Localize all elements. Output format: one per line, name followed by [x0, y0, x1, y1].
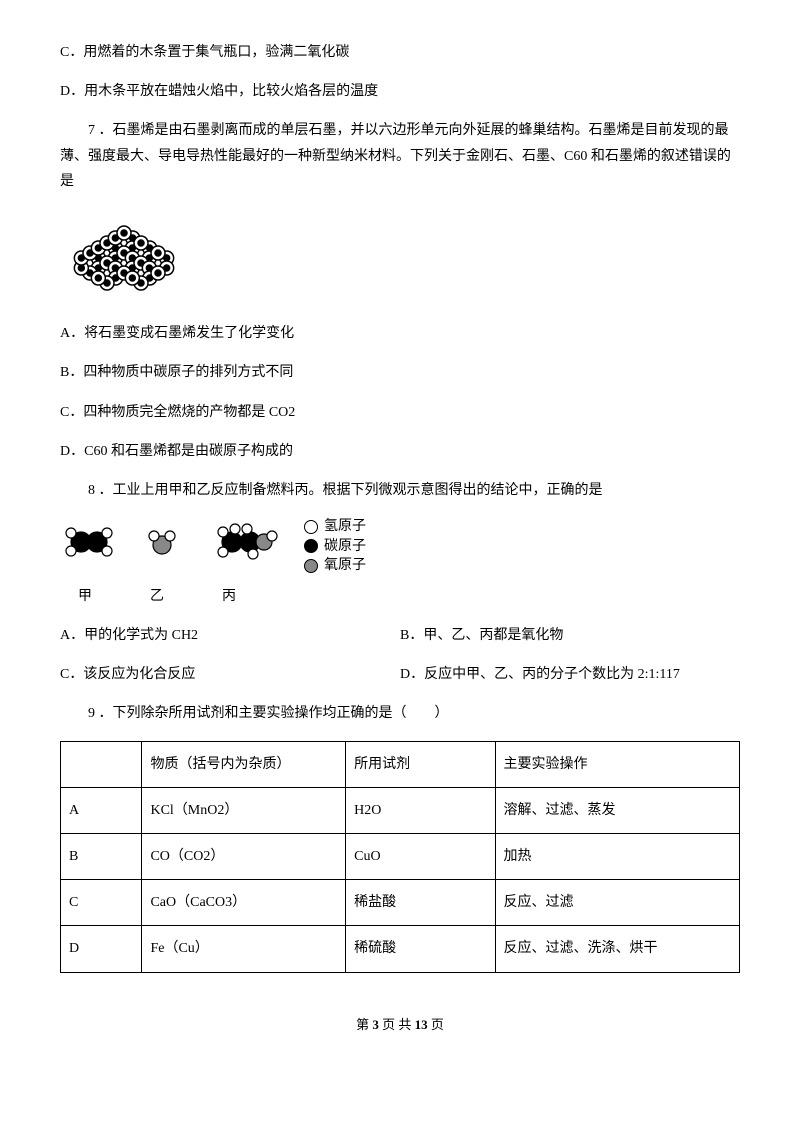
q7-option-c: C．四种物质完全燃烧的产物都是 CO2 — [60, 400, 740, 425]
table-header-cell: 所用试剂 — [346, 741, 495, 787]
oxygen-icon — [304, 559, 318, 573]
table-header-row: 物质（括号内为杂质）所用试剂主要实验操作 — [61, 741, 740, 787]
table-cell: H2O — [346, 787, 495, 833]
table-header-cell — [61, 741, 142, 787]
q8-figure: 氢原子 碳原子 氧原子 — [60, 517, 740, 576]
table-cell: CO（CO2） — [142, 833, 346, 879]
label-jia: 甲 — [78, 584, 92, 609]
q8-option-a: A．甲的化学式为 CH2 — [60, 623, 400, 648]
q8-option-b: B．甲、乙、丙都是氧化物 — [400, 623, 740, 648]
footer-total: 13 — [415, 1017, 428, 1032]
page-footer: 第 3 页 共 13 页 — [60, 1013, 740, 1036]
legend-h-label: 氢原子 — [324, 517, 366, 537]
table-cell: C — [61, 880, 142, 926]
q8-stem: 8 ．工业上用甲和乙反应制备燃料丙。根据下列微观示意图得出的结论中，正确的是 — [60, 478, 740, 503]
table-cell: KCl（MnO2） — [142, 787, 346, 833]
table-row: DFe（Cu）稀硫酸反应、过滤、洗涤、烘干 — [61, 926, 740, 972]
hydrogen-icon — [304, 520, 318, 534]
table-row: BCO（CO2）CuO加热 — [61, 833, 740, 879]
table-cell: 反应、过滤 — [495, 880, 739, 926]
table-cell: CuO — [346, 833, 495, 879]
q7-option-b: B．四种物质中碳原子的排列方式不同 — [60, 360, 740, 385]
molecule-jia — [60, 520, 118, 573]
label-yi: 乙 — [150, 584, 164, 609]
table-cell: 溶解、过滤、蒸发 — [495, 787, 739, 833]
footer-mid: 页 共 — [379, 1017, 415, 1032]
table-cell: CaO（CaCO3） — [142, 880, 346, 926]
legend-c-label: 碳原子 — [324, 537, 366, 557]
q7-stem: 7 ．石墨烯是由石墨剥离而成的单层石墨，并以六边形单元向外延展的蜂巢结构。石墨烯… — [60, 118, 740, 194]
table-cell: B — [61, 833, 142, 879]
q8-molecule-labels: 甲 乙 丙 — [78, 584, 740, 609]
table-cell: 稀硫酸 — [346, 926, 495, 972]
molecule-yi — [142, 522, 182, 571]
table-cell: 稀盐酸 — [346, 880, 495, 926]
q8-legend: 氢原子 碳原子 氧原子 — [304, 517, 366, 576]
q6-option-c: C．用燃着的木条置于集气瓶口，验满二氧化碳 — [60, 40, 740, 65]
q9-stem: 9 ．下列除杂所用试剂和主要实验操作均正确的是（ ） — [60, 701, 740, 726]
q7-option-d: D．C60 和石墨烯都是由碳原子构成的 — [60, 439, 740, 464]
table-cell: Fe（Cu） — [142, 926, 346, 972]
label-bing: 丙 — [222, 584, 236, 609]
table-header-cell: 物质（括号内为杂质） — [142, 741, 346, 787]
footer-suffix: 页 — [428, 1017, 444, 1032]
footer-prefix: 第 — [356, 1017, 372, 1032]
q6-option-d: D．用木条平放在蜡烛火焰中，比较火焰各层的温度 — [60, 79, 740, 104]
table-row: AKCl（MnO2）H2O溶解、过滤、蒸发 — [61, 787, 740, 833]
carbon-icon — [304, 539, 318, 553]
table-cell: A — [61, 787, 142, 833]
table-row: CCaO（CaCO3）稀盐酸反应、过滤 — [61, 880, 740, 926]
q7-figure — [60, 208, 740, 307]
q9-table: 物质（括号内为杂质）所用试剂主要实验操作 AKCl（MnO2）H2O溶解、过滤、… — [60, 741, 740, 973]
legend-o-label: 氧原子 — [324, 556, 366, 576]
q7-option-a: A．将石墨变成石墨烯发生了化学变化 — [60, 321, 740, 346]
table-cell: 加热 — [495, 833, 739, 879]
q8-option-d: D．反应中甲、乙、丙的分子个数比为 2:1:117 — [400, 662, 740, 687]
table-header-cell: 主要实验操作 — [495, 741, 739, 787]
q8-option-c: C．该反应为化合反应 — [60, 662, 400, 687]
table-cell: D — [61, 926, 142, 972]
table-cell: 反应、过滤、洗涤、烘干 — [495, 926, 739, 972]
molecule-bing — [206, 518, 280, 575]
